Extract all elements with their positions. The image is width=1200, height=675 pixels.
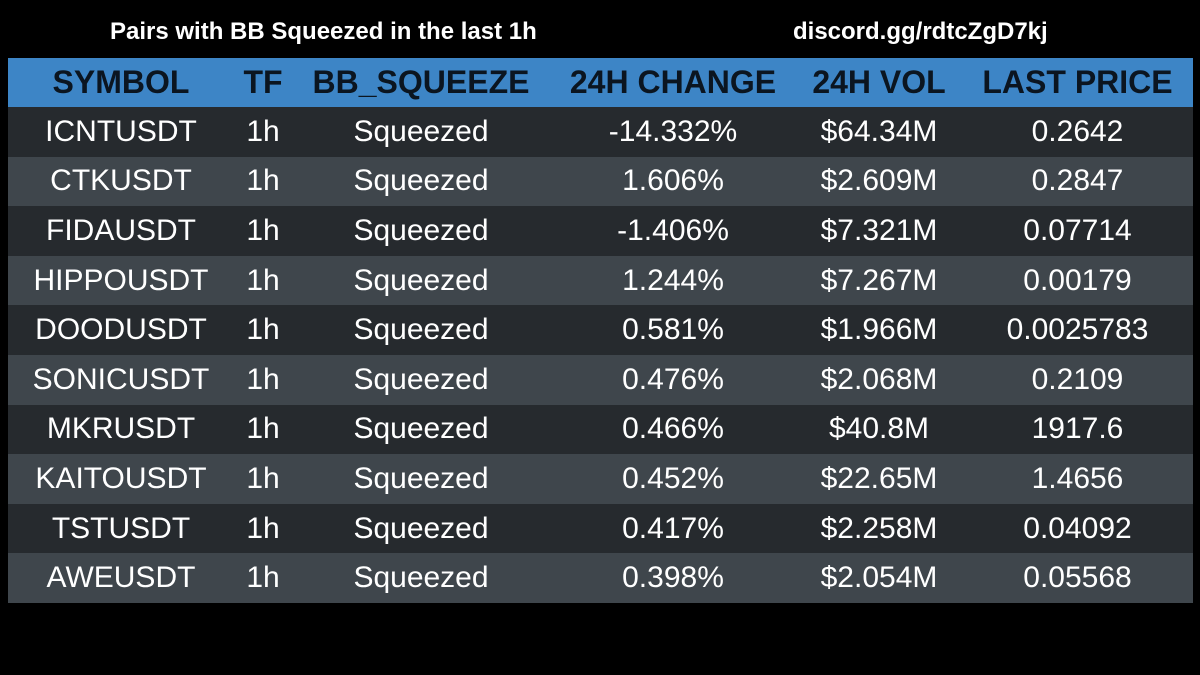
cell-symbol: AWEUSDT	[46, 561, 196, 595]
cell-last-price: 0.2642	[1031, 114, 1124, 148]
column-header-last-price: LAST PRICE	[982, 64, 1173, 100]
cell-24h-change: 0.452%	[622, 461, 724, 495]
column-header-bb-squeeze: BB_SQUEEZE	[312, 64, 530, 100]
table-row: KAITOUSDT 1h Squeezed 0.452% $22.65M 1.4…	[8, 454, 1193, 504]
table-row: CTKUSDT 1h Squeezed 1.606% $2.609M 0.284…	[8, 156, 1193, 207]
cell-24h-change: 1.606%	[622, 164, 724, 198]
cell-24h-vol: $2.054M	[820, 561, 938, 595]
column-header-tf: TF	[243, 64, 283, 100]
cell-symbol: TSTUSDT	[51, 511, 191, 545]
squeeze-table: SYMBOL TF BB_SQUEEZE 24H CHANGE 24H VOL …	[8, 58, 1193, 603]
cell-24h-change: 0.398%	[622, 561, 724, 595]
cell-tf: 1h	[246, 164, 280, 198]
cell-24h-vol: $40.8M	[828, 412, 930, 446]
cell-tf: 1h	[246, 362, 280, 396]
cell-24h-change: 0.417%	[622, 511, 724, 545]
table-row: AWEUSDT 1h Squeezed 0.398% $2.054M 0.055…	[8, 553, 1193, 603]
cell-last-price: 0.04092	[1023, 511, 1132, 545]
cell-symbol: SONICUSDT	[32, 362, 210, 396]
column-header-symbol: SYMBOL	[52, 64, 190, 100]
page-title: Pairs with BB Squeezed in the last 1h	[110, 18, 537, 45]
table-row: DOODUSDT 1h Squeezed 0.581% $1.966M 0.00…	[8, 305, 1193, 355]
cell-tf: 1h	[246, 461, 280, 495]
cell-tf: 1h	[246, 561, 280, 595]
cell-last-price: 0.2109	[1031, 362, 1124, 396]
cell-last-price: 0.0025783	[1006, 313, 1149, 347]
cell-bb-squeeze: Squeezed	[353, 114, 489, 148]
cell-last-price: 1917.6	[1031, 412, 1124, 446]
cell-24h-change: 0.581%	[622, 313, 724, 347]
cell-bb-squeeze: Squeezed	[353, 263, 489, 297]
cell-bb-squeeze: Squeezed	[353, 511, 489, 545]
column-header-24h-vol: 24H VOL	[812, 64, 946, 100]
cell-last-price: 0.00179	[1023, 263, 1132, 297]
cell-tf: 1h	[246, 412, 280, 446]
cell-24h-change: 0.476%	[622, 362, 724, 396]
cell-symbol: KAITOUSDT	[35, 461, 207, 495]
cell-24h-vol: $1.966M	[820, 313, 938, 347]
cell-tf: 1h	[246, 213, 280, 247]
cell-24h-vol: $2.609M	[820, 164, 938, 198]
table-row: MKRUSDT 1h Squeezed 0.466% $40.8M 1917.6	[8, 404, 1193, 455]
cell-24h-vol: $2.068M	[820, 362, 938, 396]
page-header: Pairs with BB Squeezed in the last 1h di…	[0, 0, 1200, 58]
cell-symbol: HIPPOUSDT	[33, 263, 209, 297]
table-header-row: SYMBOL TF BB_SQUEEZE 24H CHANGE 24H VOL …	[8, 58, 1193, 107]
table-row: HIPPOUSDT 1h Squeezed 1.244% $7.267M 0.0…	[8, 255, 1193, 306]
cell-24h-vol: $64.34M	[820, 114, 938, 148]
cell-24h-change: 0.466%	[622, 412, 724, 446]
cell-tf: 1h	[246, 313, 280, 347]
table-row: SONICUSDT 1h Squeezed 0.476% $2.068M 0.2…	[8, 354, 1193, 405]
cell-24h-change: -1.406%	[617, 213, 729, 247]
table-row: TSTUSDT 1h Squeezed 0.417% $2.258M 0.040…	[8, 503, 1193, 554]
cell-symbol: MKRUSDT	[46, 412, 196, 446]
cell-24h-vol: $7.267M	[820, 263, 938, 297]
cell-bb-squeeze: Squeezed	[353, 362, 489, 396]
table-row: FIDAUSDT 1h Squeezed -1.406% $7.321M 0.0…	[8, 206, 1193, 256]
cell-tf: 1h	[246, 263, 280, 297]
cell-24h-change: 1.244%	[622, 263, 724, 297]
cell-bb-squeeze: Squeezed	[353, 313, 489, 347]
cell-symbol: DOODUSDT	[35, 313, 207, 347]
cell-24h-vol: $7.321M	[820, 213, 938, 247]
cell-bb-squeeze: Squeezed	[353, 164, 489, 198]
cell-last-price: 0.05568	[1023, 561, 1132, 595]
cell-symbol: FIDAUSDT	[46, 213, 196, 247]
column-header-24h-change: 24H CHANGE	[569, 64, 777, 100]
cell-symbol: ICNTUSDT	[45, 114, 197, 148]
cell-24h-vol: $2.258M	[820, 511, 938, 545]
cell-symbol: CTKUSDT	[50, 164, 192, 198]
cell-bb-squeeze: Squeezed	[353, 461, 489, 495]
cell-last-price: 1.4656	[1031, 461, 1124, 495]
cell-bb-squeeze: Squeezed	[353, 561, 489, 595]
cell-tf: 1h	[246, 114, 280, 148]
cell-24h-change: -14.332%	[608, 114, 738, 148]
table-row: ICNTUSDT 1h Squeezed -14.332% $64.34M 0.…	[8, 107, 1193, 157]
cell-last-price: 0.07714	[1023, 213, 1132, 247]
cell-24h-vol: $22.65M	[820, 461, 938, 495]
cell-bb-squeeze: Squeezed	[353, 412, 489, 446]
discord-link[interactable]: discord.gg/rdtcZgD7kj	[793, 18, 1048, 45]
cell-bb-squeeze: Squeezed	[353, 213, 489, 247]
cell-tf: 1h	[246, 511, 280, 545]
cell-last-price: 0.2847	[1031, 164, 1124, 198]
